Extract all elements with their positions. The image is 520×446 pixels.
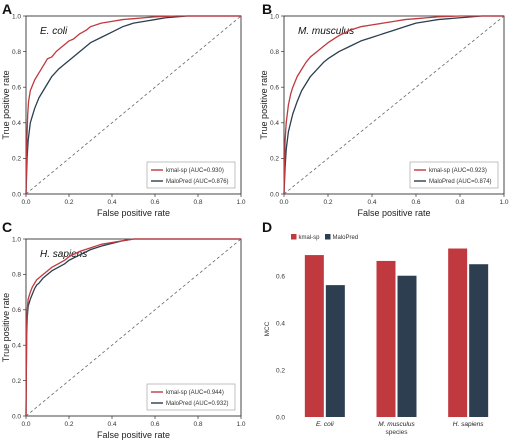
legend-entry: MaloPred (AUC=0.876) [166,179,229,185]
y-tick-label: 0.8 [270,49,279,56]
legend-entry: MaloPred (AUC=0.932) [166,401,229,407]
legend-entry: MaloPred [333,235,359,241]
x-tick-label: 0.8 [193,199,202,206]
legend-entry: kmal-sp (AUC=0.923) [429,168,487,174]
x-tick-label: 1.0 [236,199,245,206]
y-tick-label: 0.6 [12,85,21,92]
y-tick-label: 0.2 [12,156,21,163]
y-tick-label: 0.4 [12,120,21,127]
x-tick-label: 0.2 [64,199,73,206]
legend-box [146,161,236,189]
roc-curve-malo [283,15,504,195]
y-tick-label: 0.8 [12,272,21,279]
roc-curve-kmal [25,15,241,195]
species-label: M. musculus [298,26,354,37]
x-tick-label: 0.0 [21,199,30,206]
panel-label: C [2,219,12,235]
legend-swatch-malo [325,234,331,240]
x-tick-label: 0.4 [107,421,116,428]
category-label: E. coli [316,421,334,428]
y-tick-label: 1.0 [12,13,21,20]
legend-entry: MaloPred (AUC=0.874) [429,179,492,185]
legend-entry: kmal-sp (AUC=0.930) [166,168,224,174]
species-label: H. sapiens [40,249,87,260]
plot-area [289,241,504,417]
x-tick-label: 0.0 [279,199,288,206]
chance-diagonal [25,238,242,417]
bar-kmal [376,260,396,417]
x-tick-label: 1.0 [499,199,508,206]
y-axis-title: True positive rate [259,70,269,139]
x-tick-label: 0.0 [21,421,30,428]
legend-swatch-kmal [291,234,297,240]
legend-entry: kmal-sp [299,235,321,241]
x-axis-title: species [385,429,408,436]
roc-panel-c: 0.00.0 0.2 0.2 0.4 0.4 0.6 0.6 0.8 0.8 1.0 1.0 Fals… [1,219,246,440]
roc-curve-malo [25,15,241,195]
category-label: M. musculus [378,421,415,428]
x-tick-label: 0.8 [193,421,202,428]
x-tick-label: 0.4 [107,199,116,206]
y-axis-title: True positive rate [1,293,11,362]
bar-kmal [448,248,468,417]
x-tick-label: 0.4 [367,199,376,206]
roc-panel-b: 0.00.0 0.2 0.2 0.4 0.4 0.6 0.6 0.8 0.8 1.0 1.0 Fals… [259,1,509,218]
bar-kmal [304,255,324,417]
y-tick-label: 0.6 [276,274,285,281]
y-tick-label: 0.0 [12,191,21,198]
y-tick-label: 0.4 [12,343,21,350]
y-tick-label: 0.2 [12,378,21,385]
category-label: H. sapiens [453,421,484,428]
bar-malo [397,275,417,417]
panel-label: B [262,1,272,17]
bar-malo [325,285,345,417]
x-tick-label: 0.6 [150,421,159,428]
x-tick-label: 1.0 [236,421,245,428]
y-axis-title: MCC [264,321,271,336]
y-tick-label: 0.0 [270,191,279,198]
x-tick-label: 0.2 [64,421,73,428]
plot-frame [283,15,505,195]
legend-entry: kmal-sp (AUC=0.944) [166,390,224,396]
roc-curve-kmal [283,15,504,195]
x-tick-label: 0.6 [411,199,420,206]
legend: kmal-sp (AUC=0.944) MaloPred (AUC=0.932) [146,383,236,411]
bar-panel-d: 0.0 0.2 0.4 0.6 E. coli M. musculus H. sapiens… [262,219,504,436]
y-tick-label: 0.0 [12,413,21,420]
x-axis-title: False positive rate [357,208,430,218]
y-tick-label: 1.0 [270,13,279,20]
legend-box [409,161,499,189]
y-tick-label: 0.8 [12,49,21,56]
panel-label: D [262,219,272,235]
chance-diagonal [25,15,242,195]
y-tick-label: 0.4 [276,320,285,327]
panel-label: A [2,1,12,17]
x-axis-title: False positive rate [97,208,170,218]
x-tick-label: 0.8 [455,199,464,206]
y-tick-label: 1.0 [12,236,21,243]
y-tick-label: 0.2 [270,156,279,163]
x-tick-label: 0.6 [150,199,159,206]
y-tick-label: 0.6 [12,307,21,314]
y-tick-label: 0.4 [270,120,279,127]
plot-frame [25,15,242,195]
legend-box [146,383,236,411]
y-tick-label: 0.0 [276,414,285,421]
x-axis-title: False positive rate [97,430,170,440]
legend: kmal-sp (AUC=0.930) MaloPred (AUC=0.876) [146,161,236,189]
roc-panel-a: 0.00.0 0.2 0.2 0.4 0.4 0.6 0.6 0.8 0.8 1.0 1.0 Fals… [1,1,246,218]
legend: kmal-sp MaloPred [291,234,358,241]
bar-malo [469,264,489,417]
y-axis-title: True positive rate [1,70,11,139]
y-tick-label: 0.6 [270,85,279,92]
legend: kmal-sp (AUC=0.923) MaloPred (AUC=0.874) [409,161,499,189]
species-label: E. coli [40,26,68,37]
y-tick-label: 0.2 [276,367,285,374]
roc-curve-kmal [25,238,241,417]
x-tick-label: 0.2 [323,199,332,206]
